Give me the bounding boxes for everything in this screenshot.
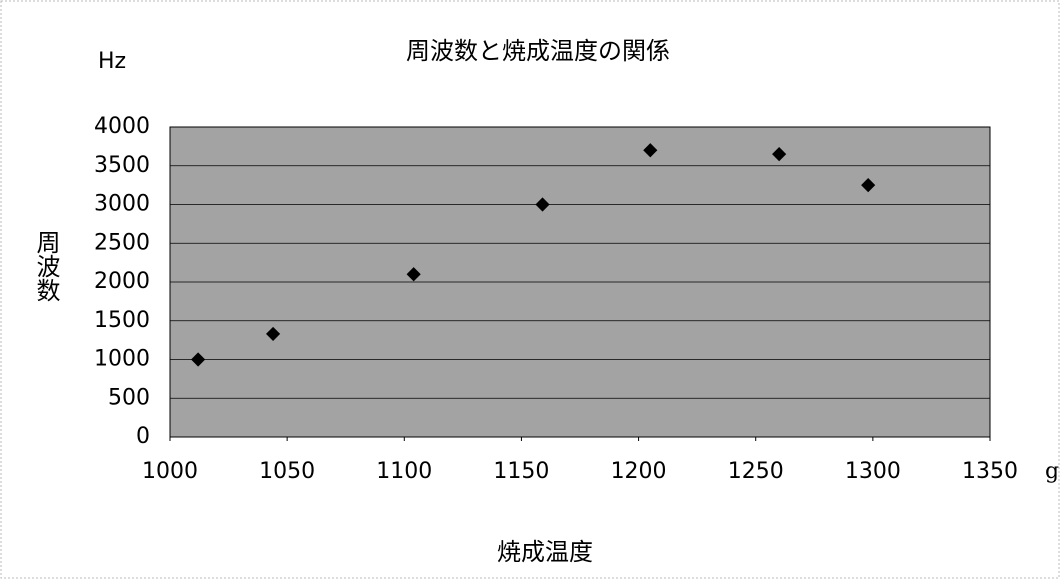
y-tick-label: 2500 <box>94 230 150 255</box>
y-tick-label: 4000 <box>94 114 150 139</box>
point <box>266 326 281 341</box>
point <box>535 197 550 212</box>
x-tick-label: 1100 <box>376 459 432 484</box>
x-tick-label: 1250 <box>728 459 784 484</box>
x-tick-label: 1000 <box>142 459 198 484</box>
y-tick-label: 3500 <box>94 153 150 178</box>
point <box>406 267 421 282</box>
point <box>643 143 658 158</box>
y-tick-label: 1500 <box>94 308 150 333</box>
y-tick-label: 500 <box>108 385 150 410</box>
x-tick-label: 1350 <box>962 459 1018 484</box>
x-tick-label: 1150 <box>493 459 549 484</box>
point <box>772 147 787 162</box>
x-tick-label: 1050 <box>259 459 315 484</box>
y-tick-label: 0 <box>136 424 150 449</box>
y-axis-title: 周波数 <box>32 230 60 302</box>
y-tick-label: 3000 <box>94 192 150 217</box>
y-tick-label: 1000 <box>94 347 150 372</box>
y-tick-label: 2000 <box>94 269 150 294</box>
y-unit: Hz <box>98 49 126 74</box>
chart-title: 周波数と焼成温度の関係 <box>406 37 670 65</box>
point <box>191 352 206 367</box>
x-axis-title: 焼成温度 <box>497 538 593 566</box>
x-tick-label: 1200 <box>611 459 667 484</box>
x-tick-label: 1300 <box>845 459 901 484</box>
point <box>861 178 876 193</box>
x-unit: g <box>1045 459 1059 484</box>
